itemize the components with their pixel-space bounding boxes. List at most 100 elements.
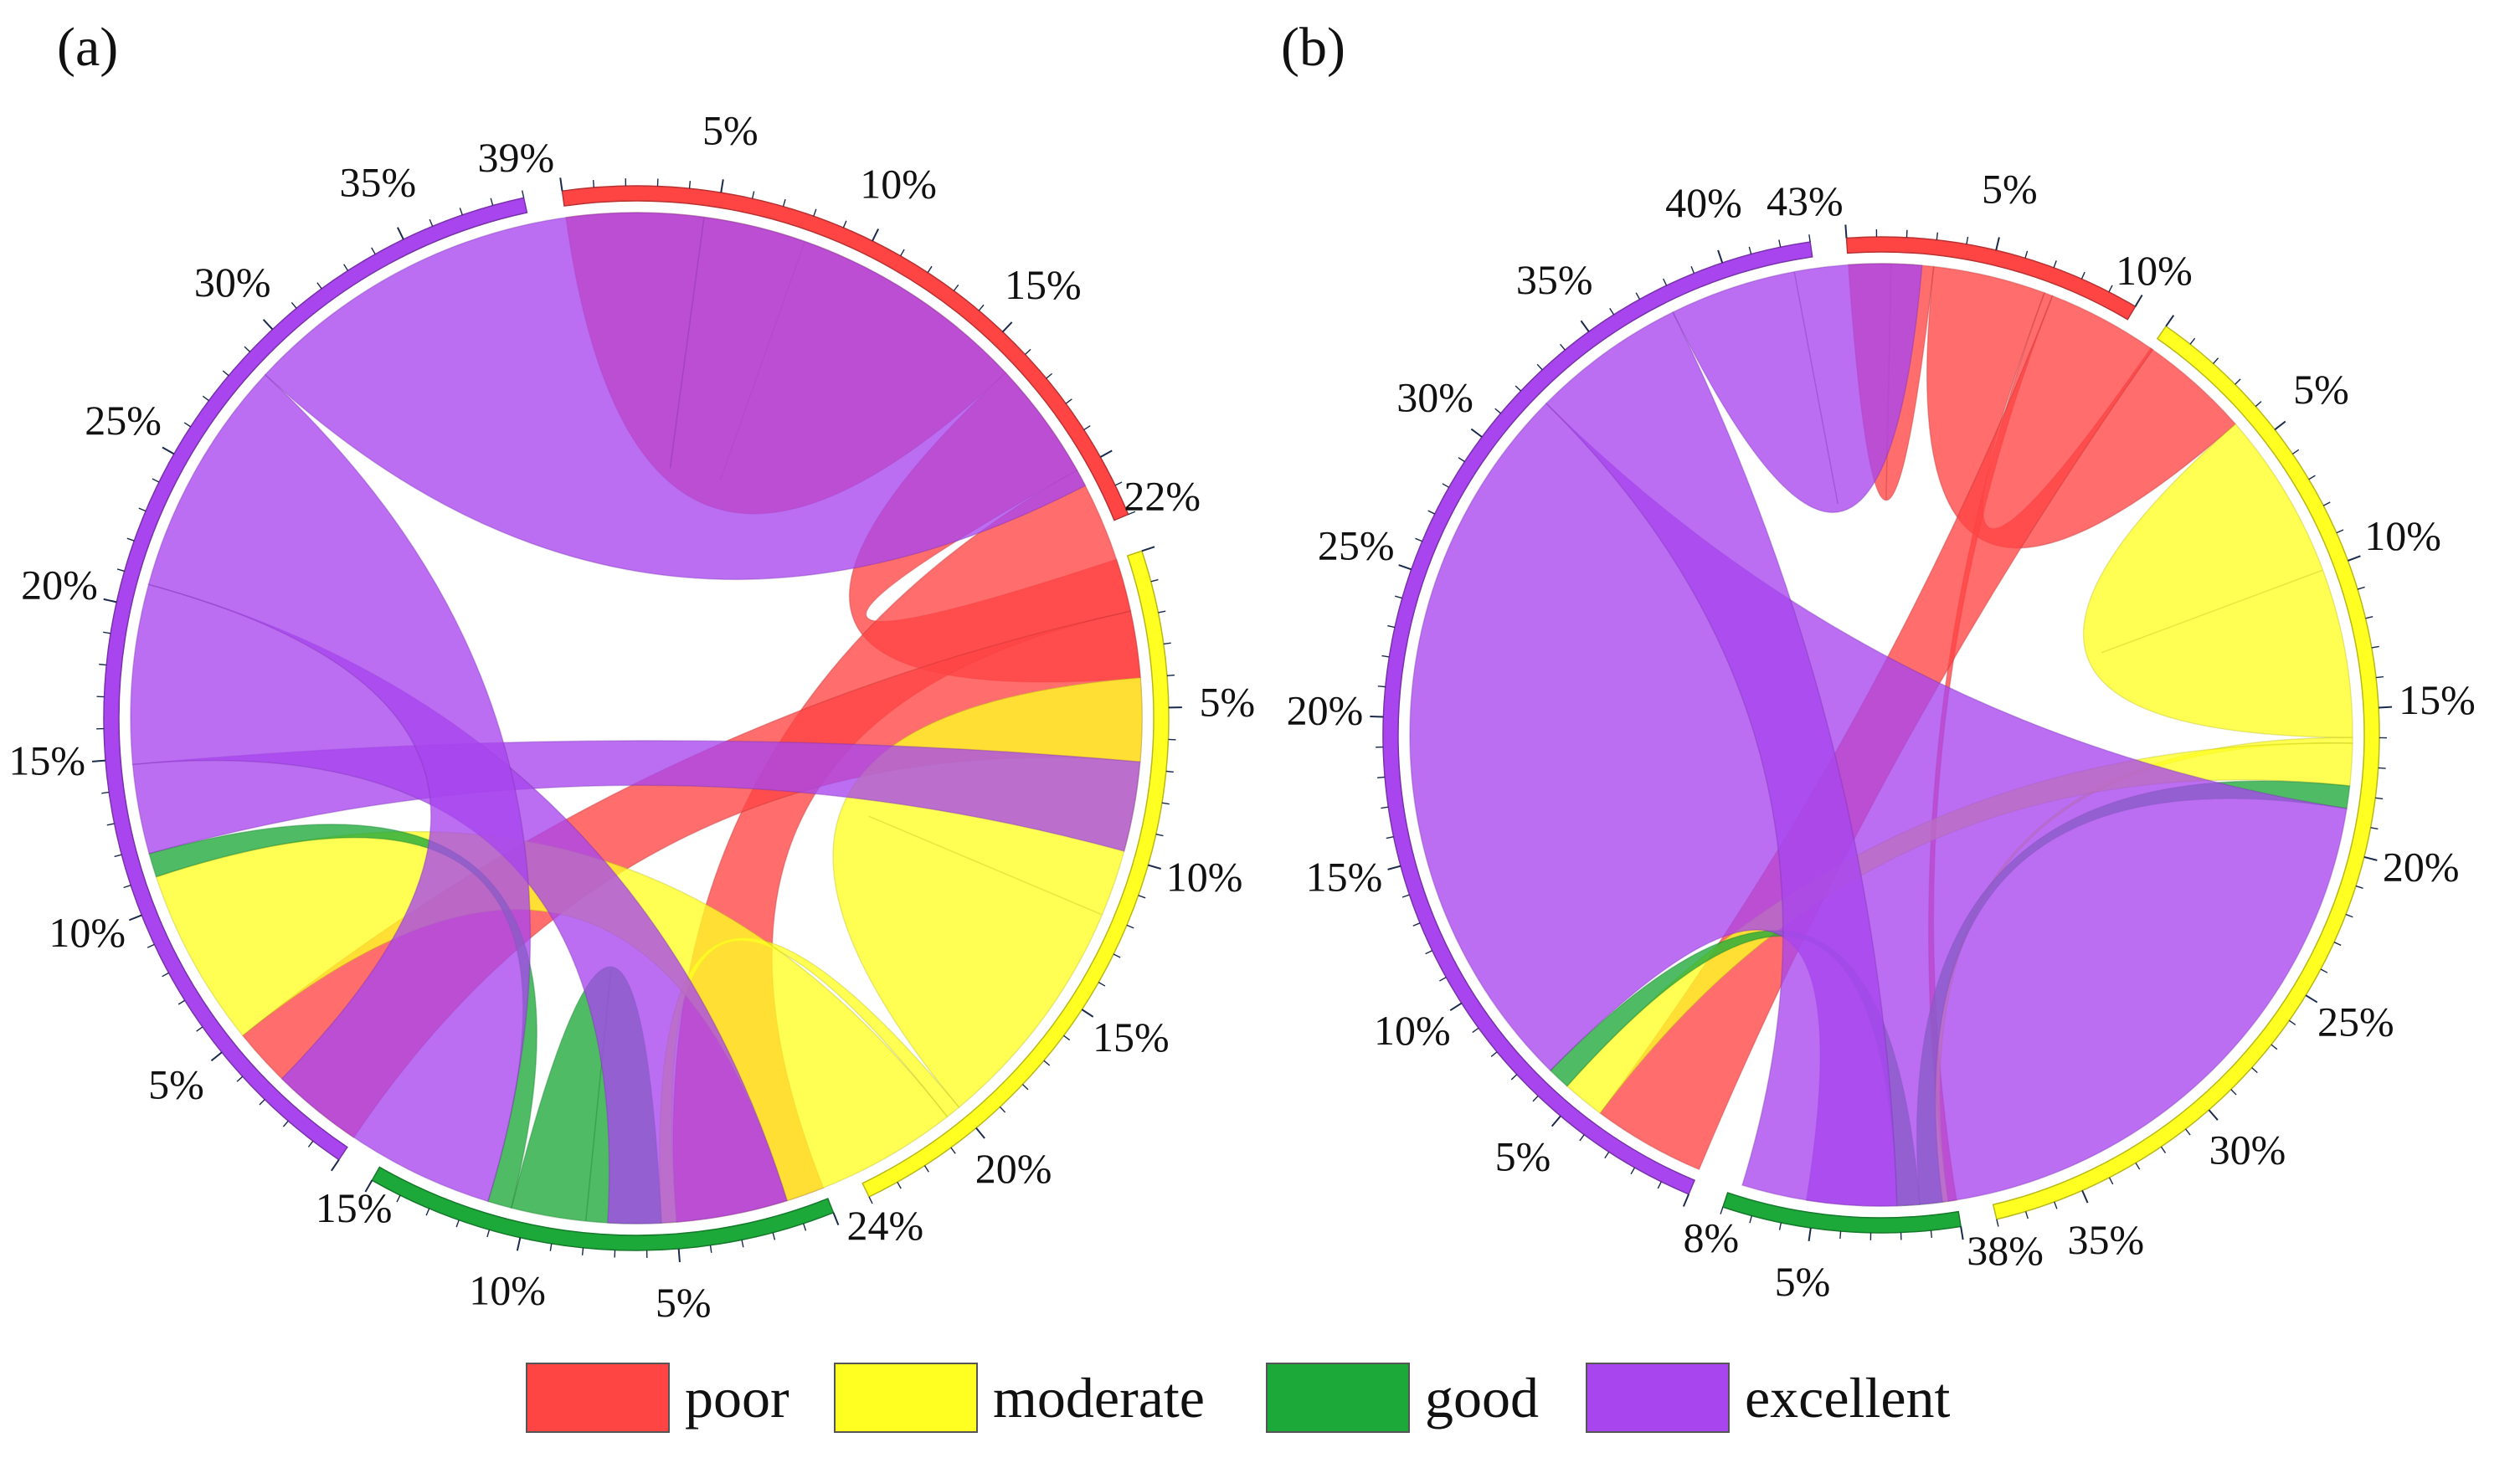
tick-good	[1960, 1226, 1964, 1240]
legend-item-excellent: excellent	[1586, 1356, 1950, 1440]
tick-excellent	[331, 1159, 340, 1172]
tick-excellent	[1381, 806, 1389, 809]
tick-label-good: 15%	[316, 1184, 393, 1231]
tick-excellent	[1748, 246, 1752, 254]
tick-moderate	[2371, 645, 2379, 649]
tick-excellent	[1778, 239, 1782, 248]
tick-moderate	[2375, 675, 2384, 679]
tick-poor	[953, 284, 959, 291]
legend-swatch-poor	[526, 1363, 670, 1433]
tick-label-moderate: 10%	[1166, 853, 1243, 900]
tick-moderate	[2370, 827, 2379, 830]
tick-excellent	[343, 264, 349, 271]
tick-excellent	[1395, 595, 1403, 599]
tick-moderate	[868, 1196, 873, 1204]
tick-moderate	[2251, 1067, 2258, 1074]
tick-good	[455, 1219, 460, 1228]
tick-good	[832, 1212, 840, 1226]
tick-moderate	[2336, 529, 2344, 534]
tick-moderate	[2255, 401, 2262, 408]
tick-excellent	[307, 1140, 314, 1147]
tick-moderate	[1081, 1009, 1094, 1018]
ribbon-excellent-to-excellent	[1672, 263, 1923, 513]
legend-item-good: good	[1266, 1356, 1539, 1440]
tick-moderate	[975, 1127, 985, 1139]
tick-excellent	[1377, 776, 1386, 778]
tick-excellent	[1386, 835, 1394, 839]
tick-good	[709, 1245, 712, 1253]
tick-poor	[782, 198, 786, 207]
tick-excellent	[147, 943, 155, 948]
tick-moderate	[2305, 994, 2318, 1004]
tick-good	[1749, 1215, 1753, 1224]
tick-poor	[1024, 348, 1031, 356]
tick-poor	[927, 265, 933, 274]
tick-label-excellent: 25%	[85, 397, 162, 444]
tick-poor	[2134, 294, 2143, 307]
segment-arc-excellent	[1382, 241, 1813, 1195]
tick-label-excellent: 20%	[21, 562, 98, 608]
tick-good	[802, 1223, 807, 1231]
segment-arc-moderate	[1992, 325, 2380, 1220]
tick-label-moderate: 10%	[2364, 512, 2441, 559]
tick-poor	[1046, 372, 1053, 379]
ribbon-moderate-to-moderate	[2082, 423, 2353, 739]
tick-excellent	[282, 1120, 289, 1127]
tick-moderate	[2024, 1211, 2029, 1219]
tick-label-good: 5%	[1775, 1258, 1831, 1305]
tick-moderate	[2322, 501, 2331, 506]
legend-swatch-good	[1266, 1363, 1410, 1433]
tick-excellent	[1449, 1002, 1463, 1012]
tick-moderate	[1113, 953, 1121, 958]
tick-poor	[1099, 449, 1113, 459]
tick-label-moderate: 20%	[975, 1145, 1052, 1192]
tick-excellent	[162, 972, 169, 978]
tick-moderate	[923, 1165, 929, 1173]
tick-label-poor: 5%	[1982, 165, 2038, 212]
tick-excellent	[1609, 308, 1615, 316]
tick-label-moderate: 30%	[2209, 1126, 2286, 1173]
tick-good	[425, 1208, 430, 1216]
tick-excellent	[162, 446, 175, 455]
tick-good	[364, 1179, 373, 1193]
tick-moderate	[1098, 982, 1106, 987]
tick-excellent	[1515, 385, 1522, 392]
tick-label-poor: 10%	[860, 161, 937, 208]
tick-excellent	[1717, 249, 1724, 264]
tick-poor	[813, 208, 817, 217]
tick-moderate	[1138, 895, 1146, 899]
tick-excellent	[152, 478, 160, 483]
tick-excellent	[1532, 1095, 1539, 1102]
tick-moderate	[2355, 885, 2363, 889]
tick-good	[677, 1248, 681, 1263]
tick-good	[1720, 1206, 1724, 1214]
segment-arc-good	[371, 1166, 835, 1251]
tick-excellent	[1387, 865, 1401, 870]
tick-excellent	[1580, 320, 1590, 332]
tick-excellent	[244, 346, 250, 352]
tick-label-excellent: 10%	[1374, 1007, 1451, 1054]
tick-excellent	[1579, 1134, 1585, 1142]
tick-poor	[2053, 260, 2057, 269]
tick-excellent	[1690, 265, 1695, 274]
tick-excellent	[123, 884, 131, 889]
tick-label-moderate: 15%	[2399, 676, 2476, 723]
ribbon-excellent-to-good	[147, 373, 532, 1203]
tick-moderate	[2189, 337, 2196, 345]
tick-good	[1839, 1230, 1842, 1240]
tick-moderate	[2274, 420, 2286, 431]
tick-excellent	[128, 914, 142, 922]
segment-arc-excellent	[103, 197, 528, 1161]
tick-moderate	[2135, 1163, 2141, 1170]
tick-poor	[1966, 236, 1969, 244]
tick-good	[549, 1243, 553, 1251]
tick-excellent	[1387, 624, 1396, 629]
tick-excellent	[262, 319, 274, 331]
tick-excellent	[210, 1051, 223, 1062]
tick-excellent	[1682, 1194, 1689, 1207]
tick-excellent	[1551, 1115, 1561, 1127]
tick-label-poor: 5%	[702, 106, 759, 153]
tick-label-moderate: 25%	[2317, 998, 2394, 1045]
tick-label-excellent: 25%	[1318, 522, 1395, 569]
tick-moderate	[1126, 924, 1134, 929]
